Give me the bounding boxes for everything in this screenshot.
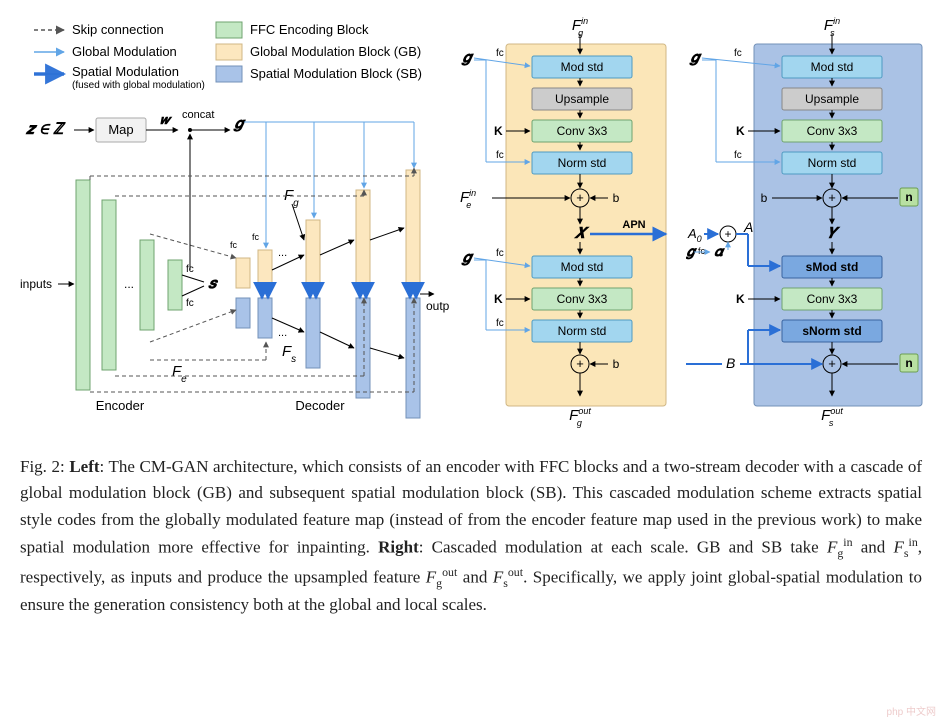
a0-label: A0 — [687, 226, 702, 244]
fe-label: Fe — [172, 363, 187, 385]
legend-sb: Spatial Modulation Block (SB) — [250, 66, 422, 81]
fs-out-label: Fouts — [821, 406, 843, 428]
fg-label: Fg — [284, 187, 299, 209]
r-K2: K — [736, 292, 745, 306]
r-fc2: fc — [734, 150, 742, 161]
legend-ffc: FFC Encoding Block — [250, 22, 369, 37]
r-norm: Norm std — [808, 156, 857, 170]
snorm: sNorm std — [802, 324, 861, 338]
fc-gb-4: fc — [496, 318, 504, 329]
legend-spatial: Spatial Modulation — [72, 64, 179, 79]
a-label: A — [743, 219, 753, 235]
watermark: php 中文网 — [887, 703, 936, 718]
r-g1: 𝒈 — [689, 49, 702, 66]
upsample: Upsample — [555, 92, 609, 106]
alpha-label: 𝜶 — [714, 243, 726, 259]
fig-number: Fig. 2: — [20, 457, 65, 476]
legend-global: Global Modulation — [72, 44, 177, 59]
decoder-label: Decoder — [295, 398, 345, 413]
r-conv2: Conv 3x3 — [807, 292, 858, 306]
apn-label: APN — [622, 219, 645, 231]
svg-text:+: + — [576, 356, 584, 371]
r-b: b — [761, 191, 768, 205]
noise-n-2: n — [905, 356, 912, 370]
map-block: Map — [108, 122, 133, 137]
legend-skip: Skip connection — [72, 22, 164, 37]
z-label: 𝒛 ∈ ℤ — [25, 121, 66, 138]
bias-b: b — [613, 191, 620, 205]
fs-label: Fs — [282, 343, 296, 365]
right-text-4: and — [457, 567, 493, 586]
fe-in-label: Fine — [460, 188, 476, 210]
fc-gb-2: fc — [496, 150, 504, 161]
svg-text:...: ... — [278, 247, 287, 259]
svg-text:...: ... — [278, 327, 287, 339]
b-label: B — [726, 355, 735, 371]
fc-label: fc — [186, 264, 194, 275]
noise-n-1: n — [905, 190, 912, 204]
gb-panel: Fing Mod std Upsample Conv 3x3 Norm std … — [458, 16, 678, 436]
fc-dec-1: fc — [230, 240, 238, 250]
legend-spatial-sub: (fused with global modulation) — [72, 80, 205, 91]
right-text-2: and — [853, 538, 894, 557]
conv: Conv 3x3 — [557, 124, 608, 138]
legend-gb: Global Modulation Block (GB) — [250, 44, 421, 59]
sb-panel: Fins Mod std Upsample Conv 3x3 Norm std … — [686, 16, 928, 436]
svg-text:...: ... — [124, 277, 134, 291]
r-K1: K — [736, 124, 745, 138]
svg-text:+: + — [724, 227, 731, 241]
right-text-1: : Cascaded modulation at each scale. GB … — [419, 538, 827, 557]
smod: sMod std — [806, 260, 859, 274]
k-1: K — [494, 124, 503, 138]
fg-out-label: Foutg — [569, 406, 591, 428]
output-label: output — [426, 299, 450, 313]
mod2: Mod std — [561, 260, 604, 274]
conv2: Conv 3x3 — [557, 292, 608, 306]
bias-b2: b — [613, 357, 620, 371]
svg-text:+: + — [828, 190, 836, 205]
svg-text:+: + — [828, 356, 836, 371]
r-mod: Mod std — [811, 60, 854, 74]
encoder-label: Encoder — [96, 398, 145, 413]
g-in-1: 𝒈 — [461, 49, 474, 66]
r-fc1: fc — [734, 48, 742, 59]
figure-row: Skip connection Global Modulation Spatia… — [20, 16, 922, 436]
r-fc3: fc — [698, 246, 706, 256]
g-label: 𝒈 — [233, 115, 246, 132]
left-panel: Skip connection Global Modulation Spatia… — [20, 16, 450, 436]
g-in-2: 𝒈 — [461, 249, 474, 266]
w-label: 𝒘 — [160, 112, 173, 127]
fc-label-2: fc — [186, 298, 194, 309]
inputs-label: inputs — [20, 277, 52, 291]
left-bold: Left — [69, 457, 99, 476]
norm2: Norm std — [558, 324, 607, 338]
concat-label: concat — [182, 109, 214, 121]
r-upsample: Upsample — [805, 92, 859, 106]
mod-std: Mod std — [561, 60, 604, 74]
figure-caption: Fig. 2: Left: The CM-GAN architecture, w… — [20, 454, 922, 618]
svg-text:+: + — [576, 190, 584, 205]
r-conv: Conv 3x3 — [807, 124, 858, 138]
s-label: 𝒔 — [208, 275, 219, 292]
fc-gb-1: fc — [496, 48, 504, 59]
fc-dec-2: fc — [252, 232, 260, 242]
fc-gb-3: fc — [496, 248, 504, 259]
norm: Norm std — [558, 156, 607, 170]
right-bold: Right — [378, 538, 419, 557]
k-2: K — [494, 292, 503, 306]
